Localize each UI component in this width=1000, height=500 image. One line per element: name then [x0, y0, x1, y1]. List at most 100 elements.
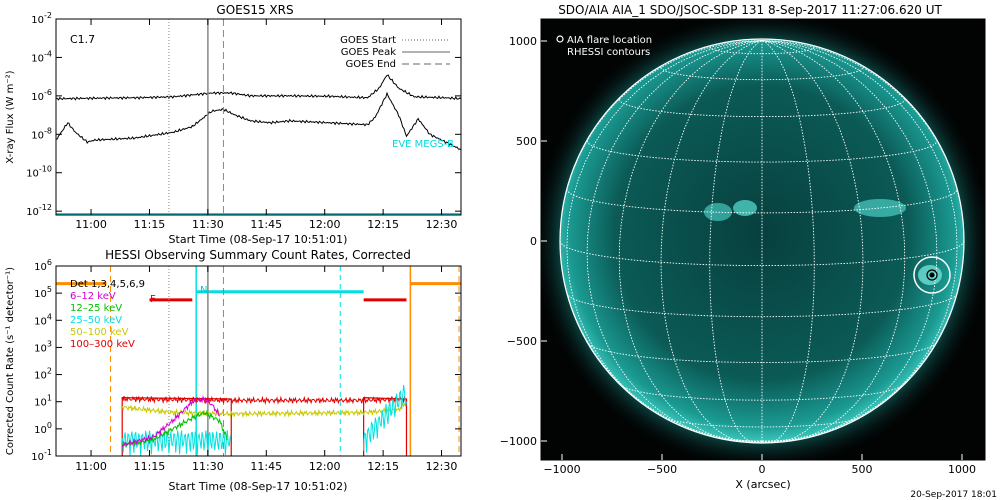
goes-eve-label: EVE MEGS-B [392, 139, 454, 150]
sdo-rhessi-contours [926, 269, 938, 281]
sdo-ytick-label-1: 500 [516, 135, 537, 148]
sdo-y-ticks: 1000 500 0 −500 −1000 [500, 35, 547, 448]
sdo-solar-disk [560, 39, 964, 443]
sdo-legend-flare-marker [556, 35, 564, 43]
goes-xtick-label-4: 12:00 [309, 218, 341, 231]
sdo-ytick-label-0: 1000 [509, 35, 537, 48]
goes-legend-label-1: GOES Peak [341, 47, 396, 58]
hessi-xtick-label-6: 12:30 [426, 460, 458, 473]
sdo-grid-lat--15 [566, 292, 958, 318]
sdo-grid-lon--30 [660, 40, 763, 443]
hessi-window-0 [121, 397, 232, 456]
hessi-xtick-label-3: 11:45 [250, 460, 282, 473]
hessi-series-band-3 [121, 401, 407, 419]
hessi-y-label: Corrected Count Rate (s⁻¹ detector⁻¹) [5, 267, 16, 455]
sdo-grid-lon-90 [761, 40, 964, 442]
hessi-series-band-2 [121, 384, 407, 457]
sdo-grid-lon--90 [560, 40, 763, 442]
hessi-xtick-label-4: 12:00 [309, 460, 341, 473]
goes-ytick-label-5: 10-12 [26, 203, 52, 218]
goes-legend-label-2: GOES End [346, 59, 396, 70]
hessi-legend-band-3: 50–100 keV [70, 327, 129, 338]
active-region-left [704, 203, 732, 221]
hessi-series-band-1 [121, 409, 228, 448]
active-region-right [854, 199, 906, 217]
sdo-x-label: X (arcsec) [735, 478, 790, 491]
goes-ytick-label-1: 10-4 [31, 49, 52, 64]
goes-xtick-label-5: 12:15 [367, 218, 399, 231]
hessi-xtick-label-0: 11:00 [75, 460, 107, 473]
hessi-x-label: Start Time (08-Sep-17 10:51:02) [169, 480, 348, 493]
hessi-legend-band-1: 12–25 keV [70, 303, 122, 314]
hessi-x-ticks: 11:00 11:15 11:30 11:45 12:00 12:15 12:30 [75, 266, 457, 473]
goes-series-goes-long [55, 74, 462, 101]
goes-ytick-label-4: 10-10 [26, 165, 52, 180]
hessi-det-label: Det 1,3,4,5,6,9 [70, 279, 145, 290]
goes-title: GOES15 XRS [216, 3, 293, 17]
sdo-footer-timestamp: 20-Sep-2017 18:01 [910, 490, 997, 500]
hessi-ytick-label-4: 102 [34, 367, 52, 382]
hessi-ytick-label-0: 106 [34, 258, 52, 273]
goes-ytick-label-2: 10-6 [31, 88, 52, 103]
sdo-grid-lon-75 [761, 40, 958, 442]
sdo-active-regions [704, 199, 942, 285]
hessi-ytick-label-3: 103 [34, 339, 52, 354]
sdo-flare-location-circle [913, 256, 951, 294]
hessi-y-ticks: 106 105 104 103 102 101 100 10-1 [31, 258, 461, 463]
goes-plot-frame [55, 18, 462, 216]
sdo-xtick-label-4: 1000 [948, 463, 976, 476]
goes-y-ticks: 10-2 10-4 10-6 10-8 10-10 10-12 [26, 11, 461, 218]
hessi-xtick-label-5: 12:15 [367, 460, 399, 473]
hessi-plot-frame [55, 265, 462, 457]
goes-class-label: C1.7 [70, 33, 95, 46]
goes-xtick-label-1: 11:15 [134, 218, 166, 231]
hessi-ytick-label-7: 10-1 [31, 448, 52, 463]
sdo-image-panel: SDO/AIA AIA_1 SDO/JSOC-SDP 131 8-Sep-201… [500, 3, 997, 500]
hessi-chart: HESSI Observing Summary Count Rates, Cor… [5, 248, 462, 493]
goes-y-label: X-ray Flux (W m⁻²) [5, 70, 16, 163]
sdo-xtick-label-3: 500 [852, 463, 873, 476]
sdo-grid-lon--60 [586, 40, 763, 443]
sdo-title: SDO/AIA AIA_1 SDO/JSOC-SDP 131 8-Sep-201… [558, 3, 942, 17]
hessi-ytick-label-2: 104 [34, 312, 52, 327]
sdo-ytick-label-4: −1000 [500, 435, 537, 448]
sdo-grid-lon-30 [761, 40, 864, 443]
goes-x-label: Start Time (08-Sep-17 10:51:01) [169, 233, 348, 246]
sdo-xtick-label-2: 0 [759, 463, 766, 476]
goes-xtick-label-3: 11:45 [250, 218, 282, 231]
sdo-ytick-label-3: −500 [507, 335, 537, 348]
goes-chart: GOES15 XRS C1.7 EVE MEGS-B GOES StartGOE… [5, 3, 462, 246]
sdo-grid-lat--45 [618, 382, 906, 401]
sdo-grid-lon--45 [618, 40, 763, 443]
hessi-ytick-label-6: 100 [34, 421, 52, 436]
hessi-ytick-label-5: 101 [34, 394, 52, 409]
hessi-series-band-0 [121, 395, 220, 448]
hessi-flag-N: N [200, 285, 207, 296]
sdo-heliographic-grid [560, 40, 964, 443]
sdo-grid-lon--75 [566, 40, 763, 442]
sdo-grid-lon-15 [761, 40, 815, 443]
sdo-grid-lon--15 [709, 40, 763, 443]
goes-series-goes-short [55, 91, 462, 151]
hessi-ytick-label-1: 105 [34, 285, 52, 300]
sdo-xtick-label-0: −1000 [543, 463, 580, 476]
sdo-grid-lon-60 [761, 40, 938, 443]
hessi-flag-F: F [150, 294, 156, 305]
goes-legend-label-0: GOES Start [340, 35, 396, 46]
sdo-xtick-label-1: −500 [647, 463, 677, 476]
hessi-legend-band-0: 6–12 keV [70, 291, 116, 302]
hessi-legend-band-2: 25–50 keV [70, 315, 122, 326]
goes-x-ticks: 11:00 11:15 11:30 11:45 12:00 12:15 12:30 [75, 19, 457, 231]
sdo-image-frame [540, 18, 986, 461]
hessi-title: HESSI Observing Summary Count Rates, Cor… [105, 248, 411, 262]
hessi-legend-band-4: 100–300 keV [70, 339, 135, 350]
rhessi-contour-outer [926, 269, 938, 281]
goes-ytick-label-0: 10-2 [31, 11, 52, 26]
hessi-series-band-4 [121, 395, 407, 405]
sdo-grid-lon-45 [761, 40, 906, 443]
rhessi-contour-inner [929, 272, 935, 278]
sdo-x-ticks: −1000 −500 0 500 1000 [543, 454, 976, 476]
